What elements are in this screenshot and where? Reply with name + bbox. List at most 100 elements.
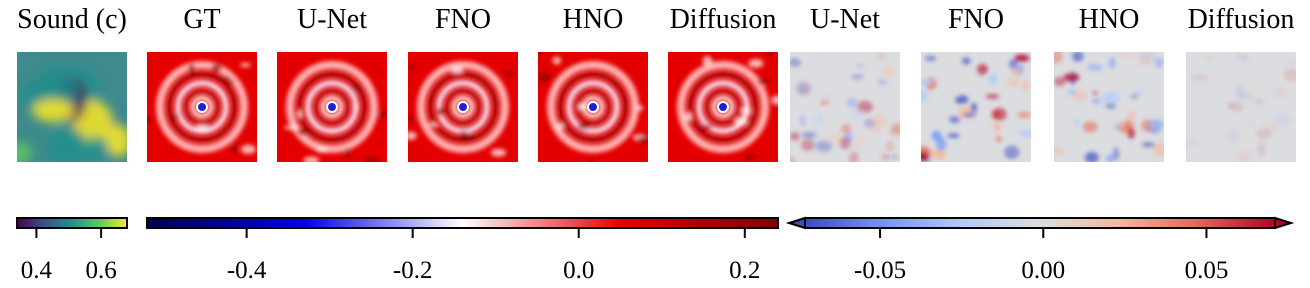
ring (688, 72, 758, 142)
blob (1253, 98, 1266, 106)
colorbar (16, 217, 128, 229)
blob (1229, 154, 1241, 162)
blob (1054, 76, 1066, 87)
panel-title: Diffusion (1188, 4, 1295, 35)
blob (1022, 80, 1029, 92)
blob (995, 136, 1002, 142)
blob (1091, 90, 1099, 96)
blob (1004, 145, 1020, 160)
speckle (377, 111, 387, 117)
speckle (428, 122, 440, 127)
ring (712, 96, 734, 118)
speckle (490, 148, 507, 157)
speckle (587, 158, 595, 162)
blob (827, 101, 837, 113)
blobs (921, 52, 1031, 162)
panel-title: Sound (c) (17, 4, 127, 35)
blob (947, 133, 960, 138)
blob (1235, 85, 1246, 98)
blob (796, 82, 810, 96)
blob (1091, 98, 1102, 104)
speckle (436, 107, 445, 116)
blob (1086, 130, 1101, 144)
blob (1127, 110, 1136, 124)
blob (1154, 57, 1164, 69)
blob (937, 55, 952, 64)
speckle (343, 148, 351, 159)
blob (1257, 144, 1266, 157)
blob (801, 131, 817, 139)
blob (1203, 55, 1214, 61)
source (196, 101, 208, 113)
blob (1130, 94, 1139, 99)
blob (1139, 53, 1153, 66)
blob (849, 110, 863, 120)
blob (1006, 77, 1021, 87)
ring (314, 89, 350, 125)
panel-title: GT (183, 4, 220, 35)
colorbar (146, 217, 779, 229)
blob (846, 63, 857, 72)
ring (677, 61, 769, 153)
speckle (188, 63, 196, 74)
blob (1112, 147, 1120, 161)
blob (885, 140, 895, 152)
panel-title: U-Net (810, 4, 880, 35)
panel-image (668, 52, 778, 162)
colorbar (804, 217, 1276, 229)
blob (1014, 54, 1030, 62)
blob (1263, 112, 1282, 117)
blob (1255, 104, 1266, 111)
blob (1011, 67, 1021, 77)
blob (1019, 130, 1031, 137)
tick-label: 0.6 (85, 257, 116, 284)
blob (881, 122, 890, 133)
blob (892, 122, 900, 134)
blob (1054, 52, 1063, 64)
blob (1109, 57, 1116, 69)
panel-image (277, 52, 387, 162)
blob (856, 100, 873, 113)
panel-image (790, 52, 900, 162)
blob (962, 131, 978, 143)
blob (921, 79, 933, 86)
tick-label: 0.0 (563, 257, 594, 284)
speckle (408, 64, 416, 70)
panel-title: FNO (435, 4, 491, 35)
blob (936, 137, 947, 152)
speckle (227, 79, 234, 86)
speckle (577, 102, 589, 111)
blob (1248, 117, 1255, 127)
speckle (741, 106, 752, 116)
ring (705, 89, 741, 125)
blob (921, 152, 930, 162)
source (457, 101, 469, 113)
speckle (538, 52, 544, 55)
blob (849, 151, 859, 162)
speckle (363, 156, 380, 162)
speckle (765, 52, 773, 56)
blob (790, 132, 800, 141)
ring (191, 96, 213, 118)
blob (1117, 55, 1128, 64)
blob (1149, 118, 1164, 132)
blob (988, 73, 998, 85)
blob (1063, 73, 1080, 82)
speckle (538, 72, 552, 83)
blobs (790, 53, 900, 162)
blobs (1186, 52, 1296, 162)
panel-image (147, 52, 257, 162)
blob (815, 140, 833, 152)
speckle (296, 128, 312, 136)
ring (566, 80, 620, 134)
panel-title: FNO (948, 4, 1004, 35)
speckle (458, 131, 469, 140)
blob (1082, 121, 1098, 133)
blob (32, 98, 75, 123)
blob (950, 92, 960, 97)
blob (805, 113, 819, 125)
blob (17, 141, 33, 162)
panel-image (921, 52, 1031, 162)
blob (980, 146, 999, 156)
speckle (771, 95, 778, 106)
